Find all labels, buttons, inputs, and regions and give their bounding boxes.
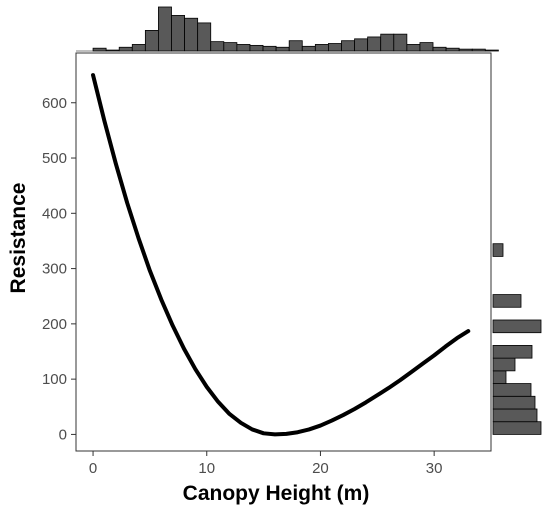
- top-histogram-bar: [105, 49, 120, 52]
- right-histogram-bar: [492, 421, 542, 435]
- right-histogram-bar: [492, 370, 507, 384]
- right-histogram-bar: [492, 408, 538, 423]
- top-histogram-bar: [210, 41, 225, 52]
- top-histogram-bar: [471, 48, 486, 52]
- top-histogram-bar: [380, 33, 395, 52]
- right-histogram-bar: [492, 294, 522, 308]
- x-axis-title: Canopy Height (m): [183, 482, 370, 505]
- top-histogram-bar: [341, 40, 355, 52]
- top-histogram-bar: [158, 6, 172, 52]
- y-tick-label: 600: [42, 95, 67, 112]
- series-line: [91, 73, 471, 437]
- y-tick-label: 500: [42, 150, 67, 167]
- y-tick-label: 0: [59, 426, 67, 443]
- top-histogram-bar: [288, 40, 303, 52]
- y-axis-title: Resistance: [7, 183, 30, 294]
- right-histogram-bar: [492, 345, 533, 359]
- top-histogram-bar: [301, 45, 316, 52]
- y-tick-label: 400: [42, 205, 67, 222]
- y-axis: 0 100 200 300 400 500 600: [42, 95, 76, 443]
- x-tick-label: 20: [312, 460, 329, 477]
- top-histogram-bar: [484, 49, 499, 52]
- x-tick-label: 10: [198, 460, 215, 477]
- right-histogram-bar: [492, 383, 532, 397]
- top-histogram-bar: [223, 42, 238, 52]
- right-marginal-histogram: [492, 243, 542, 435]
- top-histogram-bar: [419, 42, 434, 52]
- top-histogram-bar: [367, 36, 382, 52]
- top-histogram-bar: [275, 46, 290, 52]
- right-histogram-bar: [492, 319, 542, 334]
- top-histogram-bar: [262, 45, 277, 52]
- top-marginal-histogram: [76, 6, 499, 52]
- top-histogram-bar: [92, 47, 107, 52]
- plot-panel: [75, 52, 492, 452]
- top-histogram-bar: [197, 22, 212, 52]
- top-histogram-bar: [432, 46, 447, 52]
- top-histogram-bar: [393, 33, 408, 52]
- top-histogram-bar: [249, 44, 264, 52]
- x-tick-label: 0: [89, 460, 97, 477]
- y-tick-label: 200: [42, 316, 67, 333]
- x-axis: 0 10 20 30: [89, 451, 443, 477]
- top-histogram-bar: [445, 47, 460, 52]
- top-histogram-bar: [118, 46, 133, 52]
- right-histogram-bar: [492, 243, 504, 257]
- top-histogram-bar: [328, 43, 342, 52]
- top-histogram-bar: [144, 30, 159, 52]
- x-tick-label: 30: [426, 460, 443, 477]
- top-histogram-bar: [184, 17, 199, 52]
- top-histogram-bar: [171, 15, 185, 52]
- y-tick-label: 100: [42, 371, 67, 388]
- top-histogram-bar: [314, 44, 329, 52]
- y-tick-label: 300: [42, 261, 67, 278]
- top-histogram-bar: [458, 48, 473, 52]
- top-histogram-bar: [354, 38, 369, 52]
- top-histogram-bar: [406, 44, 421, 52]
- top-histogram-bar: [131, 44, 146, 52]
- top-histogram-bar: [236, 44, 251, 52]
- right-histogram-bar: [492, 357, 516, 372]
- right-histogram-bar: [492, 395, 536, 410]
